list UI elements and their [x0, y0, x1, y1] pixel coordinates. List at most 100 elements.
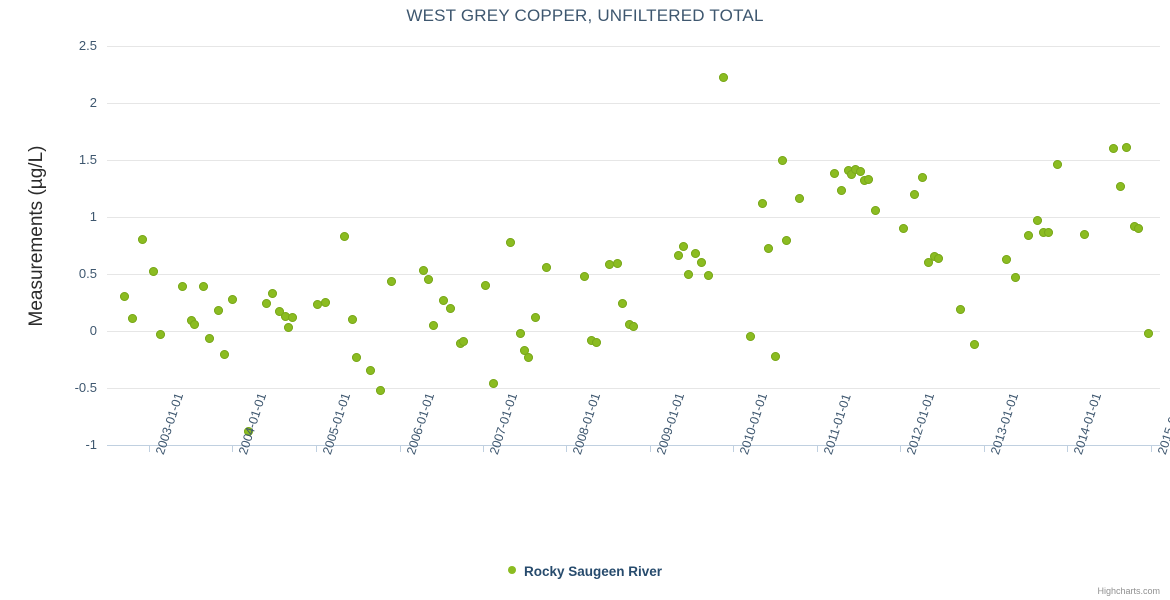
data-point[interactable] [758, 198, 768, 208]
data-point[interactable] [283, 323, 293, 333]
data-point[interactable] [243, 426, 253, 436]
data-point[interactable] [847, 170, 857, 180]
data-point[interactable] [605, 260, 615, 270]
data-point[interactable] [524, 352, 534, 362]
data-point[interactable] [781, 236, 791, 246]
legend-item-label[interactable]: Rocky Saugeen River [523, 563, 663, 579]
data-point[interactable] [764, 244, 774, 254]
data-point[interactable] [794, 194, 804, 204]
data-point[interactable] [864, 174, 874, 184]
data-point[interactable] [219, 350, 229, 360]
data-point[interactable] [138, 235, 148, 245]
data-point[interactable] [458, 336, 468, 346]
data-point[interactable] [1134, 223, 1144, 233]
highcharts-credits[interactable]: Highcharts.com [1097, 586, 1160, 596]
data-point[interactable] [274, 307, 284, 317]
data-point[interactable] [837, 186, 847, 196]
data-point[interactable] [387, 277, 397, 287]
data-point[interactable] [955, 304, 965, 314]
data-point[interactable] [843, 165, 853, 175]
chart-title: WEST GREY COPPER, UNFILTERED TOTAL [406, 6, 764, 25]
data-point[interactable] [909, 189, 919, 199]
data-point[interactable] [347, 315, 357, 325]
data-point[interactable] [830, 169, 840, 179]
data-point[interactable] [515, 328, 525, 338]
data-point[interactable] [178, 282, 188, 292]
data-point[interactable] [119, 292, 129, 302]
data-point[interactable] [579, 271, 589, 281]
x-axis-tick [984, 445, 985, 452]
data-point[interactable] [745, 332, 755, 342]
data-point[interactable] [591, 337, 601, 347]
data-point[interactable] [697, 258, 707, 268]
data-point[interactable] [190, 319, 200, 329]
data-point[interactable] [929, 252, 939, 262]
data-point[interactable] [673, 251, 683, 261]
data-point[interactable] [684, 269, 694, 279]
data-point[interactable] [587, 335, 597, 345]
data-point[interactable] [531, 312, 541, 322]
data-point[interactable] [541, 262, 551, 272]
data-point[interactable] [228, 294, 238, 304]
data-point[interactable] [1043, 228, 1053, 238]
data-point[interactable] [519, 345, 529, 355]
data-point[interactable] [365, 366, 375, 376]
data-point[interactable] [376, 385, 386, 395]
data-point[interactable] [1121, 142, 1131, 152]
data-point[interactable] [771, 351, 781, 361]
data-point[interactable] [156, 329, 166, 339]
x-axis-tick [816, 445, 818, 452]
data-point[interactable] [312, 300, 322, 310]
data-point[interactable] [1129, 221, 1139, 231]
data-point[interactable] [268, 288, 278, 298]
data-point[interactable] [934, 253, 944, 263]
data-point[interactable] [424, 275, 434, 285]
data-point[interactable] [199, 282, 209, 292]
data-point[interactable] [288, 312, 298, 322]
data-point[interactable] [1143, 328, 1153, 338]
data-point[interactable] [1033, 215, 1043, 225]
data-point[interactable] [127, 313, 137, 323]
data-point[interactable] [204, 334, 214, 344]
data-point[interactable] [917, 172, 927, 182]
data-point[interactable] [899, 223, 909, 233]
data-point[interactable] [617, 299, 627, 309]
data-point[interactable] [438, 295, 448, 305]
y-axis-tick-label: 1 [89, 209, 97, 224]
data-point[interactable] [352, 352, 362, 362]
data-point[interactable] [446, 303, 456, 313]
data-point[interactable] [1115, 181, 1125, 191]
data-point[interactable] [148, 267, 158, 277]
data-point[interactable] [856, 166, 866, 176]
data-point[interactable] [629, 321, 639, 331]
data-point[interactable] [418, 266, 428, 276]
data-point[interactable] [428, 320, 438, 330]
data-point[interactable] [1053, 160, 1063, 170]
data-point[interactable] [691, 248, 701, 258]
data-point[interactable] [1108, 144, 1118, 154]
gridline [107, 103, 1160, 104]
data-point[interactable] [1011, 272, 1021, 282]
data-point[interactable] [214, 305, 224, 315]
data-point[interactable] [488, 378, 498, 388]
data-point[interactable] [719, 73, 729, 83]
data-point[interactable] [281, 311, 290, 321]
data-point[interactable] [777, 155, 787, 165]
data-point[interactable] [1002, 254, 1012, 264]
data-point[interactable] [505, 237, 515, 247]
data-point[interactable] [1039, 228, 1049, 238]
data-point[interactable] [871, 205, 881, 215]
data-point[interactable] [481, 280, 490, 290]
y-axis-tick-label: 0 [89, 323, 97, 338]
data-point[interactable] [703, 270, 713, 280]
data-point[interactable] [339, 231, 349, 241]
data-point[interactable] [1024, 230, 1034, 240]
data-point[interactable] [320, 298, 330, 307]
data-point[interactable] [969, 340, 979, 350]
data-point[interactable] [1079, 229, 1089, 239]
data-point[interactable] [261, 299, 271, 309]
data-point[interactable] [679, 242, 689, 252]
data-point[interactable] [612, 259, 622, 269]
data-point[interactable] [924, 258, 934, 268]
data-point[interactable] [851, 164, 861, 174]
